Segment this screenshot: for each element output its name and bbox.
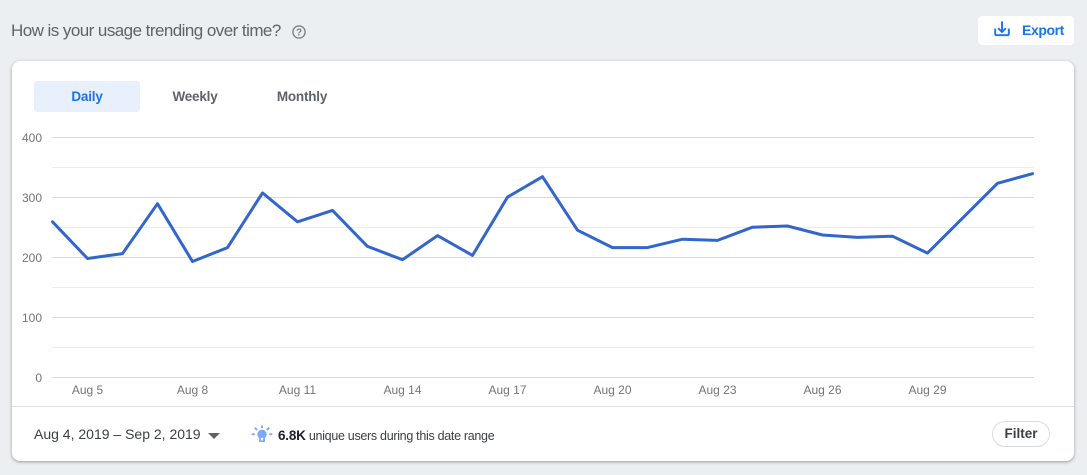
svg-text:Aug 26: Aug 26: [803, 383, 841, 397]
svg-text:Aug 14: Aug 14: [383, 383, 421, 397]
svg-text:100: 100: [22, 311, 42, 325]
svg-text:Aug 8: Aug 8: [177, 383, 209, 397]
svg-text:Aug 23: Aug 23: [698, 383, 736, 397]
svg-text:Aug 20: Aug 20: [593, 383, 631, 397]
svg-text:400: 400: [22, 131, 42, 145]
svg-text:Aug 11: Aug 11: [279, 383, 316, 397]
svg-text:0: 0: [35, 371, 42, 385]
svg-text:200: 200: [22, 251, 42, 265]
svg-text:Aug 17: Aug 17: [488, 383, 526, 397]
svg-text:Aug 29: Aug 29: [908, 383, 946, 397]
svg-text:Aug 5: Aug 5: [72, 383, 104, 397]
svg-text:300: 300: [22, 191, 42, 205]
svg-text:?: ?: [296, 28, 302, 39]
